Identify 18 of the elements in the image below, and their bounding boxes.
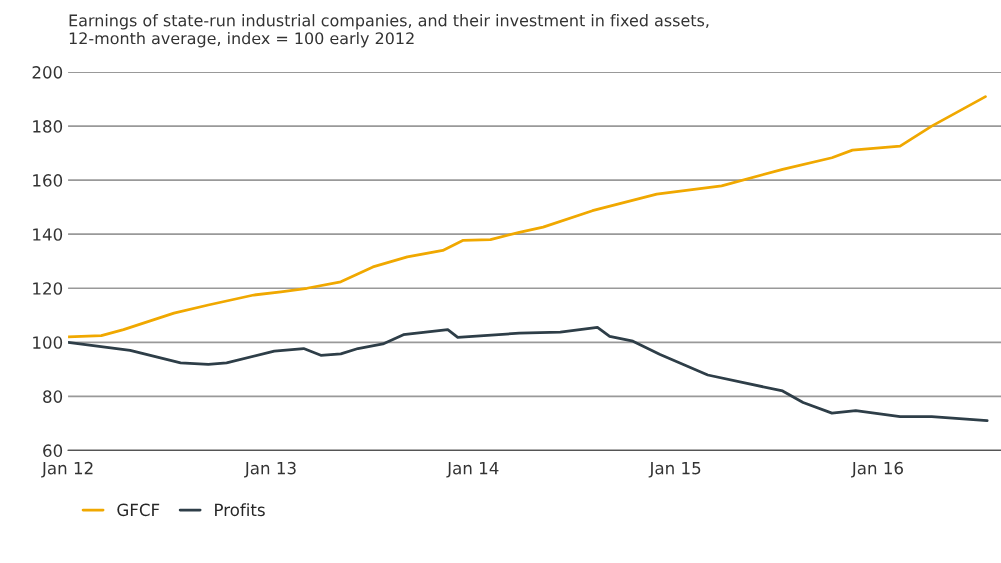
x-tick-label: Jan 15 [648,462,701,478]
x-tick-label: Jan 14 [446,462,499,478]
line-series [68,95,987,339]
y-tick-label: 100 [33,336,63,349]
chart-title: Earnings of state-run industrial companies, and their investment in fixed assets, 12-month average, index = 100 early 2012 [69,14,709,48]
y-tick-label: 60 [43,444,63,457]
x-tick-label: Jan 13 [243,461,296,478]
y-tick-label: 140 [33,228,63,241]
x-tick-label: Jan 16 [850,461,903,478]
legend-label: GFCF [117,503,160,517]
line-series [68,326,989,423]
y-tick-label: 80 [43,390,63,403]
y-tick-label: 200 [32,66,63,79]
y-tick-label: 180 [33,120,63,133]
legend-label: Profits [215,503,265,517]
y-tick-label: 120 [33,282,63,295]
x-tick-label: Jan 12 [41,461,93,478]
y-tick-label: 160 [33,174,63,187]
